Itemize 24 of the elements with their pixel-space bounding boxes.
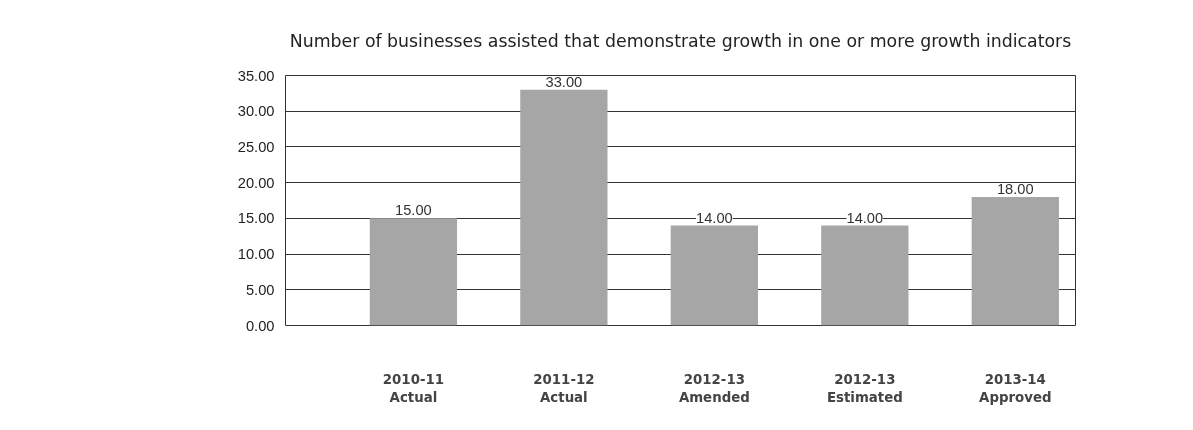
- data-label: 33.00: [545, 73, 583, 90]
- y-tick-label: 35.00: [237, 67, 275, 84]
- y-tick-label: 15.00: [237, 210, 275, 227]
- y-tick-label: 30.00: [237, 103, 275, 120]
- chart-title: Number of businesses assisted that demonstrate growth in one or more growth indicators: [289, 30, 1072, 51]
- data-label: 14.00: [846, 209, 884, 226]
- bar: [369, 218, 458, 326]
- data-label: 14.00: [696, 209, 733, 226]
- x-tick-label: 2012-13 Estimated: [826, 371, 903, 405]
- y-tick-label: 5.00: [245, 281, 275, 298]
- x-tick-label: 2010-11 Actual: [382, 371, 445, 405]
- y-tick-label: 10.00: [237, 246, 275, 263]
- x-tick-label: 2011-12 Actual: [533, 371, 595, 405]
- y-tick-label: 0.00: [245, 317, 275, 334]
- bar: [971, 196, 1059, 326]
- data-label: 18.00: [996, 180, 1034, 197]
- x-tick-label: 2013-14 Approved: [979, 371, 1052, 405]
- bar: [520, 89, 608, 326]
- data-label: 15.00: [395, 202, 432, 219]
- y-tick-label: 25.00: [237, 138, 275, 155]
- y-tick-label: 20.00: [237, 174, 275, 191]
- bar: [670, 225, 758, 326]
- bar: [821, 225, 909, 326]
- x-tick-label: 2012-13 Amended: [678, 371, 750, 405]
